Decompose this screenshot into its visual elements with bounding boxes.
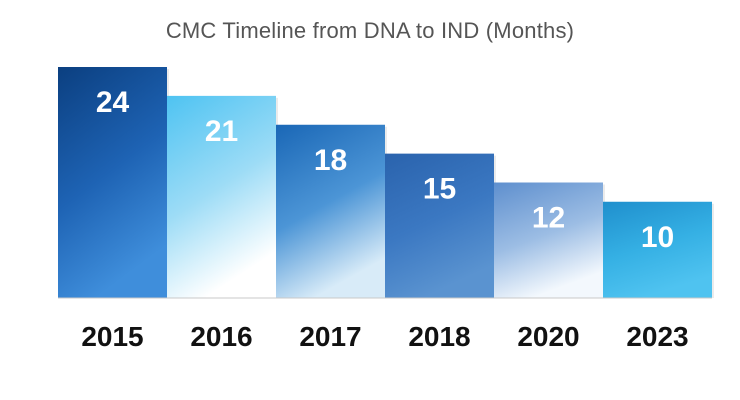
- bar-value-label: 18: [314, 144, 347, 177]
- bar-2023: [603, 201, 712, 298]
- bar-value-label: 24: [96, 86, 130, 119]
- bar-value-label: 15: [423, 173, 456, 206]
- bar-value-label: 12: [532, 202, 565, 235]
- bar-2020: [494, 182, 603, 298]
- x-tick-label: 2015: [81, 321, 143, 352]
- chart-title: CMC Timeline from DNA to IND (Months): [165, 18, 575, 43]
- bars-layer: [58, 67, 714, 298]
- x-tick-label: 2017: [299, 321, 361, 352]
- x-tick-label: 2016: [190, 321, 252, 352]
- labels-layer: 24 21 18 15 12 10: [96, 86, 674, 254]
- bar-2015: [58, 67, 167, 298]
- x-tick-label: 2018: [408, 321, 470, 352]
- x-tick-label: 2020: [517, 321, 579, 352]
- bar-2018: [385, 153, 494, 298]
- bar-2016: [167, 95, 276, 298]
- x-tick-label: 2023: [626, 321, 688, 352]
- bar-value-label: 10: [641, 221, 674, 254]
- bar-2017: [276, 124, 385, 298]
- bar-value-label: 21: [205, 115, 238, 148]
- x-axis-ticks: 2015 2016 2017 2018 2020 2023: [81, 321, 688, 352]
